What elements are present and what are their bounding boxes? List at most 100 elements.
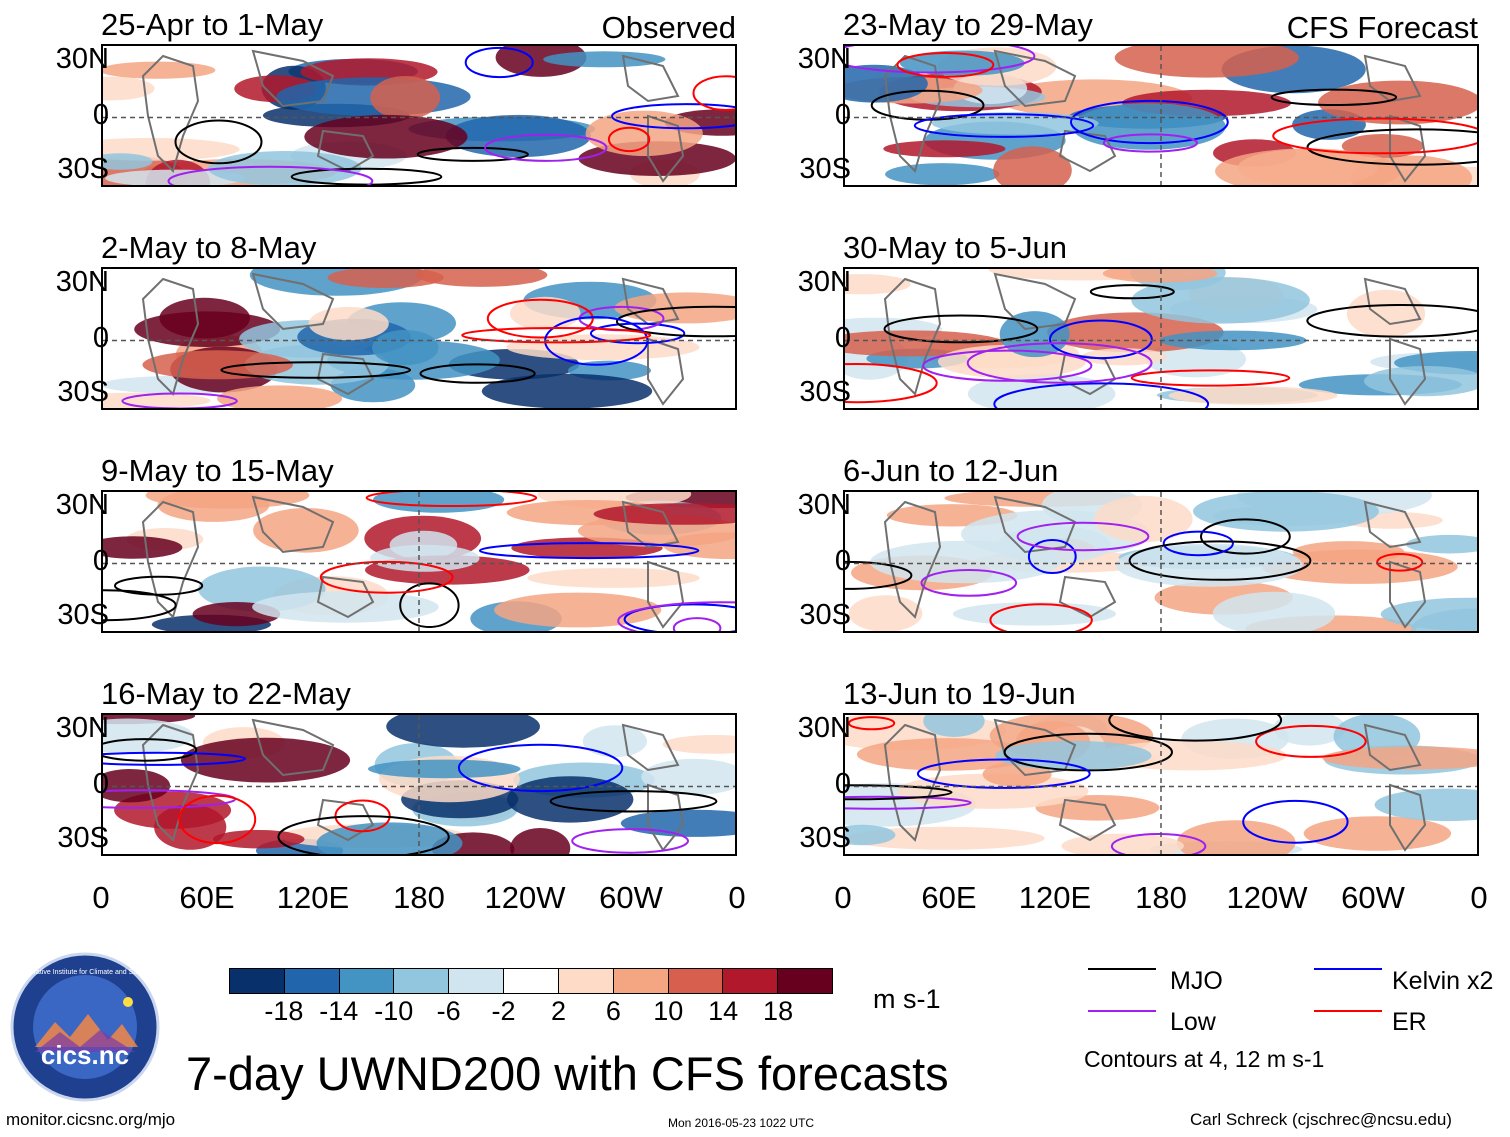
contour-line	[178, 794, 257, 845]
contour-line	[1162, 530, 1234, 557]
anomaly-blob	[1193, 492, 1379, 532]
anomaly-blob	[997, 526, 1111, 564]
contour-line	[277, 815, 450, 854]
panel-title: 16-May to 22-May	[101, 676, 351, 711]
legend-line-kelvin	[1314, 968, 1382, 970]
lat-label: 30S	[799, 153, 851, 185]
anomaly-blob	[845, 824, 896, 846]
anomaly-blob	[1303, 816, 1452, 851]
continent-outline	[316, 575, 375, 619]
contour-line	[1306, 304, 1477, 338]
lat-label: 30S	[57, 376, 109, 408]
contour-line	[1102, 133, 1198, 153]
contour-line	[623, 603, 735, 631]
anomaly-blob	[641, 758, 735, 795]
anomaly-blob	[1374, 788, 1477, 822]
panel-title: 9-May to 15-May	[101, 453, 334, 488]
uwnd-map	[101, 44, 737, 187]
anomaly-blob	[103, 769, 171, 803]
anomaly-blob	[386, 715, 540, 748]
lon-label: 120E	[276, 880, 350, 915]
contour-line	[290, 167, 443, 185]
colorbar-tick: 6	[605, 996, 621, 1026]
anomaly-blob	[372, 329, 439, 366]
colorbar-tick: -18	[264, 996, 304, 1026]
continent-outline	[621, 54, 680, 103]
anomaly-blob	[1322, 746, 1477, 770]
anomaly-blob	[373, 492, 505, 513]
lat-label: 0	[834, 99, 851, 131]
anomaly-blob	[217, 385, 343, 408]
continent-outline	[1389, 114, 1427, 183]
colorbar-swatch	[449, 969, 505, 993]
contour-line	[922, 349, 1093, 382]
anomaly-blob	[995, 740, 1152, 771]
lat-label: 0	[92, 545, 109, 577]
contour-line	[692, 75, 735, 111]
uwnd-map	[101, 490, 737, 633]
panel-title: 2-May to 8-May	[101, 230, 317, 265]
lon-label: 0	[1470, 880, 1488, 915]
anomaly-blob	[253, 508, 359, 553]
contour-line	[416, 146, 529, 162]
continent-outline	[647, 783, 685, 852]
lat-label: 30N	[55, 489, 109, 521]
anomaly-blob	[1215, 148, 1401, 185]
contour-line	[121, 392, 238, 408]
continent-outline	[141, 500, 200, 619]
lat-label: 30S	[799, 822, 851, 854]
contour-line	[1128, 540, 1312, 581]
contour-line	[1130, 369, 1291, 387]
contour-line	[617, 601, 735, 631]
lat-label: 30S	[799, 599, 851, 631]
continent-outline	[251, 495, 335, 554]
contour-line	[484, 133, 608, 162]
contour-line	[1376, 553, 1424, 572]
forecast-label: CFS Forecast	[1286, 10, 1478, 45]
contour-line	[103, 738, 198, 762]
logo-text: cics.nc	[41, 1040, 129, 1070]
contour-line	[457, 743, 624, 793]
lat-label: 30N	[797, 266, 851, 298]
colorbar-tick: -2	[491, 996, 516, 1026]
lat-label: 0	[834, 545, 851, 577]
contour-line	[1272, 117, 1477, 155]
anomaly-blob	[848, 595, 923, 631]
contour-line	[1200, 518, 1291, 555]
contour-line	[845, 363, 938, 404]
lon-label: 180	[1135, 880, 1187, 915]
lat-label: 30N	[55, 266, 109, 298]
contour-line	[848, 716, 896, 731]
contour-line	[615, 305, 735, 338]
colorbar-swatch	[558, 969, 614, 993]
anomaly-blob	[1212, 591, 1336, 631]
colorbar-swatch	[339, 969, 395, 993]
panel-title: 25-Apr to 1-May	[101, 7, 324, 42]
continent-outline	[647, 337, 685, 406]
continent-outline	[316, 352, 375, 396]
continent-outline	[1363, 54, 1422, 103]
continent-outline	[316, 798, 375, 842]
contour-line	[461, 326, 652, 344]
panel-title: 13-Jun to 19-Jun	[843, 676, 1076, 711]
continent-outline	[883, 500, 942, 619]
anomaly-blob	[1364, 366, 1477, 397]
anomaly-blob	[103, 61, 216, 79]
anomaly-blob	[856, 738, 1037, 771]
anomaly-blob	[663, 532, 735, 559]
anomaly-blob	[103, 536, 183, 559]
anomaly-blob	[304, 114, 468, 159]
contour-line	[845, 784, 953, 801]
continent-outline	[1389, 337, 1427, 406]
contour-line	[896, 52, 995, 78]
anomaly-blob	[103, 718, 194, 754]
continent-outline	[1363, 723, 1422, 772]
anomaly-blob	[481, 373, 653, 408]
colorbar-tick: -10	[374, 996, 414, 1026]
colorbar-tick: -14	[319, 996, 359, 1026]
anomaly-blob	[212, 830, 305, 849]
continent-outline	[1058, 798, 1117, 842]
legend-line-er	[1314, 1010, 1382, 1012]
anomaly-blob	[142, 350, 293, 380]
lon-label: 0	[834, 880, 852, 915]
